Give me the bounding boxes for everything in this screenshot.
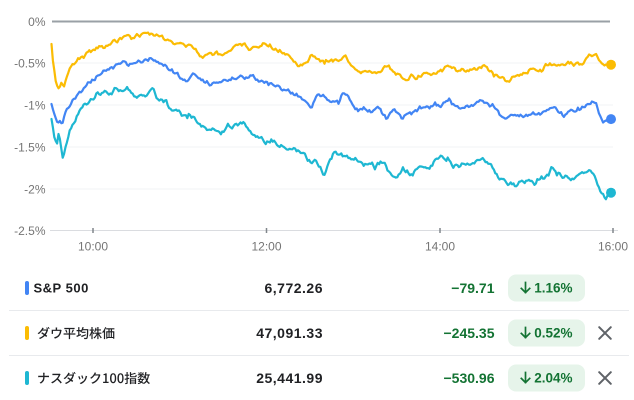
svg-text:16:00: 16:00 <box>598 240 628 254</box>
svg-text:0%: 0% <box>28 15 46 29</box>
svg-text:12:00: 12:00 <box>251 240 281 254</box>
svg-text:-1.5%: -1.5% <box>14 140 46 154</box>
svg-text:14:00: 14:00 <box>425 240 455 254</box>
svg-text:-1%: -1% <box>24 98 46 112</box>
svg-text:-2.5%: -2.5% <box>14 224 46 238</box>
svg-text:10:00: 10:00 <box>78 240 108 254</box>
svg-text:-0.5%: -0.5% <box>14 56 46 70</box>
svg-text:-2%: -2% <box>24 182 46 196</box>
